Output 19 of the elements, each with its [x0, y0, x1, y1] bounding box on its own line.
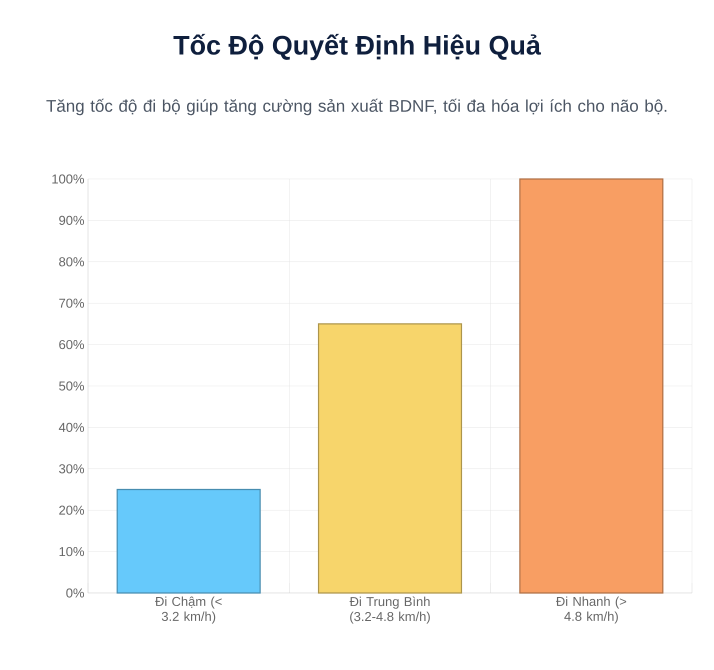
bar: [519, 178, 664, 594]
y-tick-label: 30%: [59, 464, 84, 474]
x-tick-label: Đi Nhanh (> 4.8 km/h): [556, 596, 626, 624]
y-tick-label: 70%: [59, 298, 84, 308]
y-tick-label: 20%: [59, 506, 84, 515]
y-tick-label: 90%: [59, 216, 84, 225]
y-tick-label: 0%: [66, 588, 84, 598]
bar: [318, 323, 462, 594]
chart-subtitle: Tăng tốc độ đi bộ giúp tăng cường sản xuất BDNF, tối đa hóa lợi ích cho não bộ.: [46, 98, 666, 116]
bar: [116, 488, 261, 594]
y-tick-label: 40%: [58, 422, 84, 432]
x-tick-label: Đi Trung Bình (3.2-4.8 km/h): [350, 596, 430, 624]
chart-title: Tốc Độ Quyết Định Hiệu Quả: [173, 34, 542, 60]
y-tick-label: 80%: [59, 257, 84, 266]
y-tick-label: 60%: [59, 340, 84, 350]
y-tick-label: 10%: [60, 546, 84, 556]
y-tick-label: 50%: [59, 381, 84, 391]
x-tick-label: Đi Chậm (< 3.2 km/h): [155, 596, 222, 624]
y-tick-label: 100%: [52, 174, 84, 184]
